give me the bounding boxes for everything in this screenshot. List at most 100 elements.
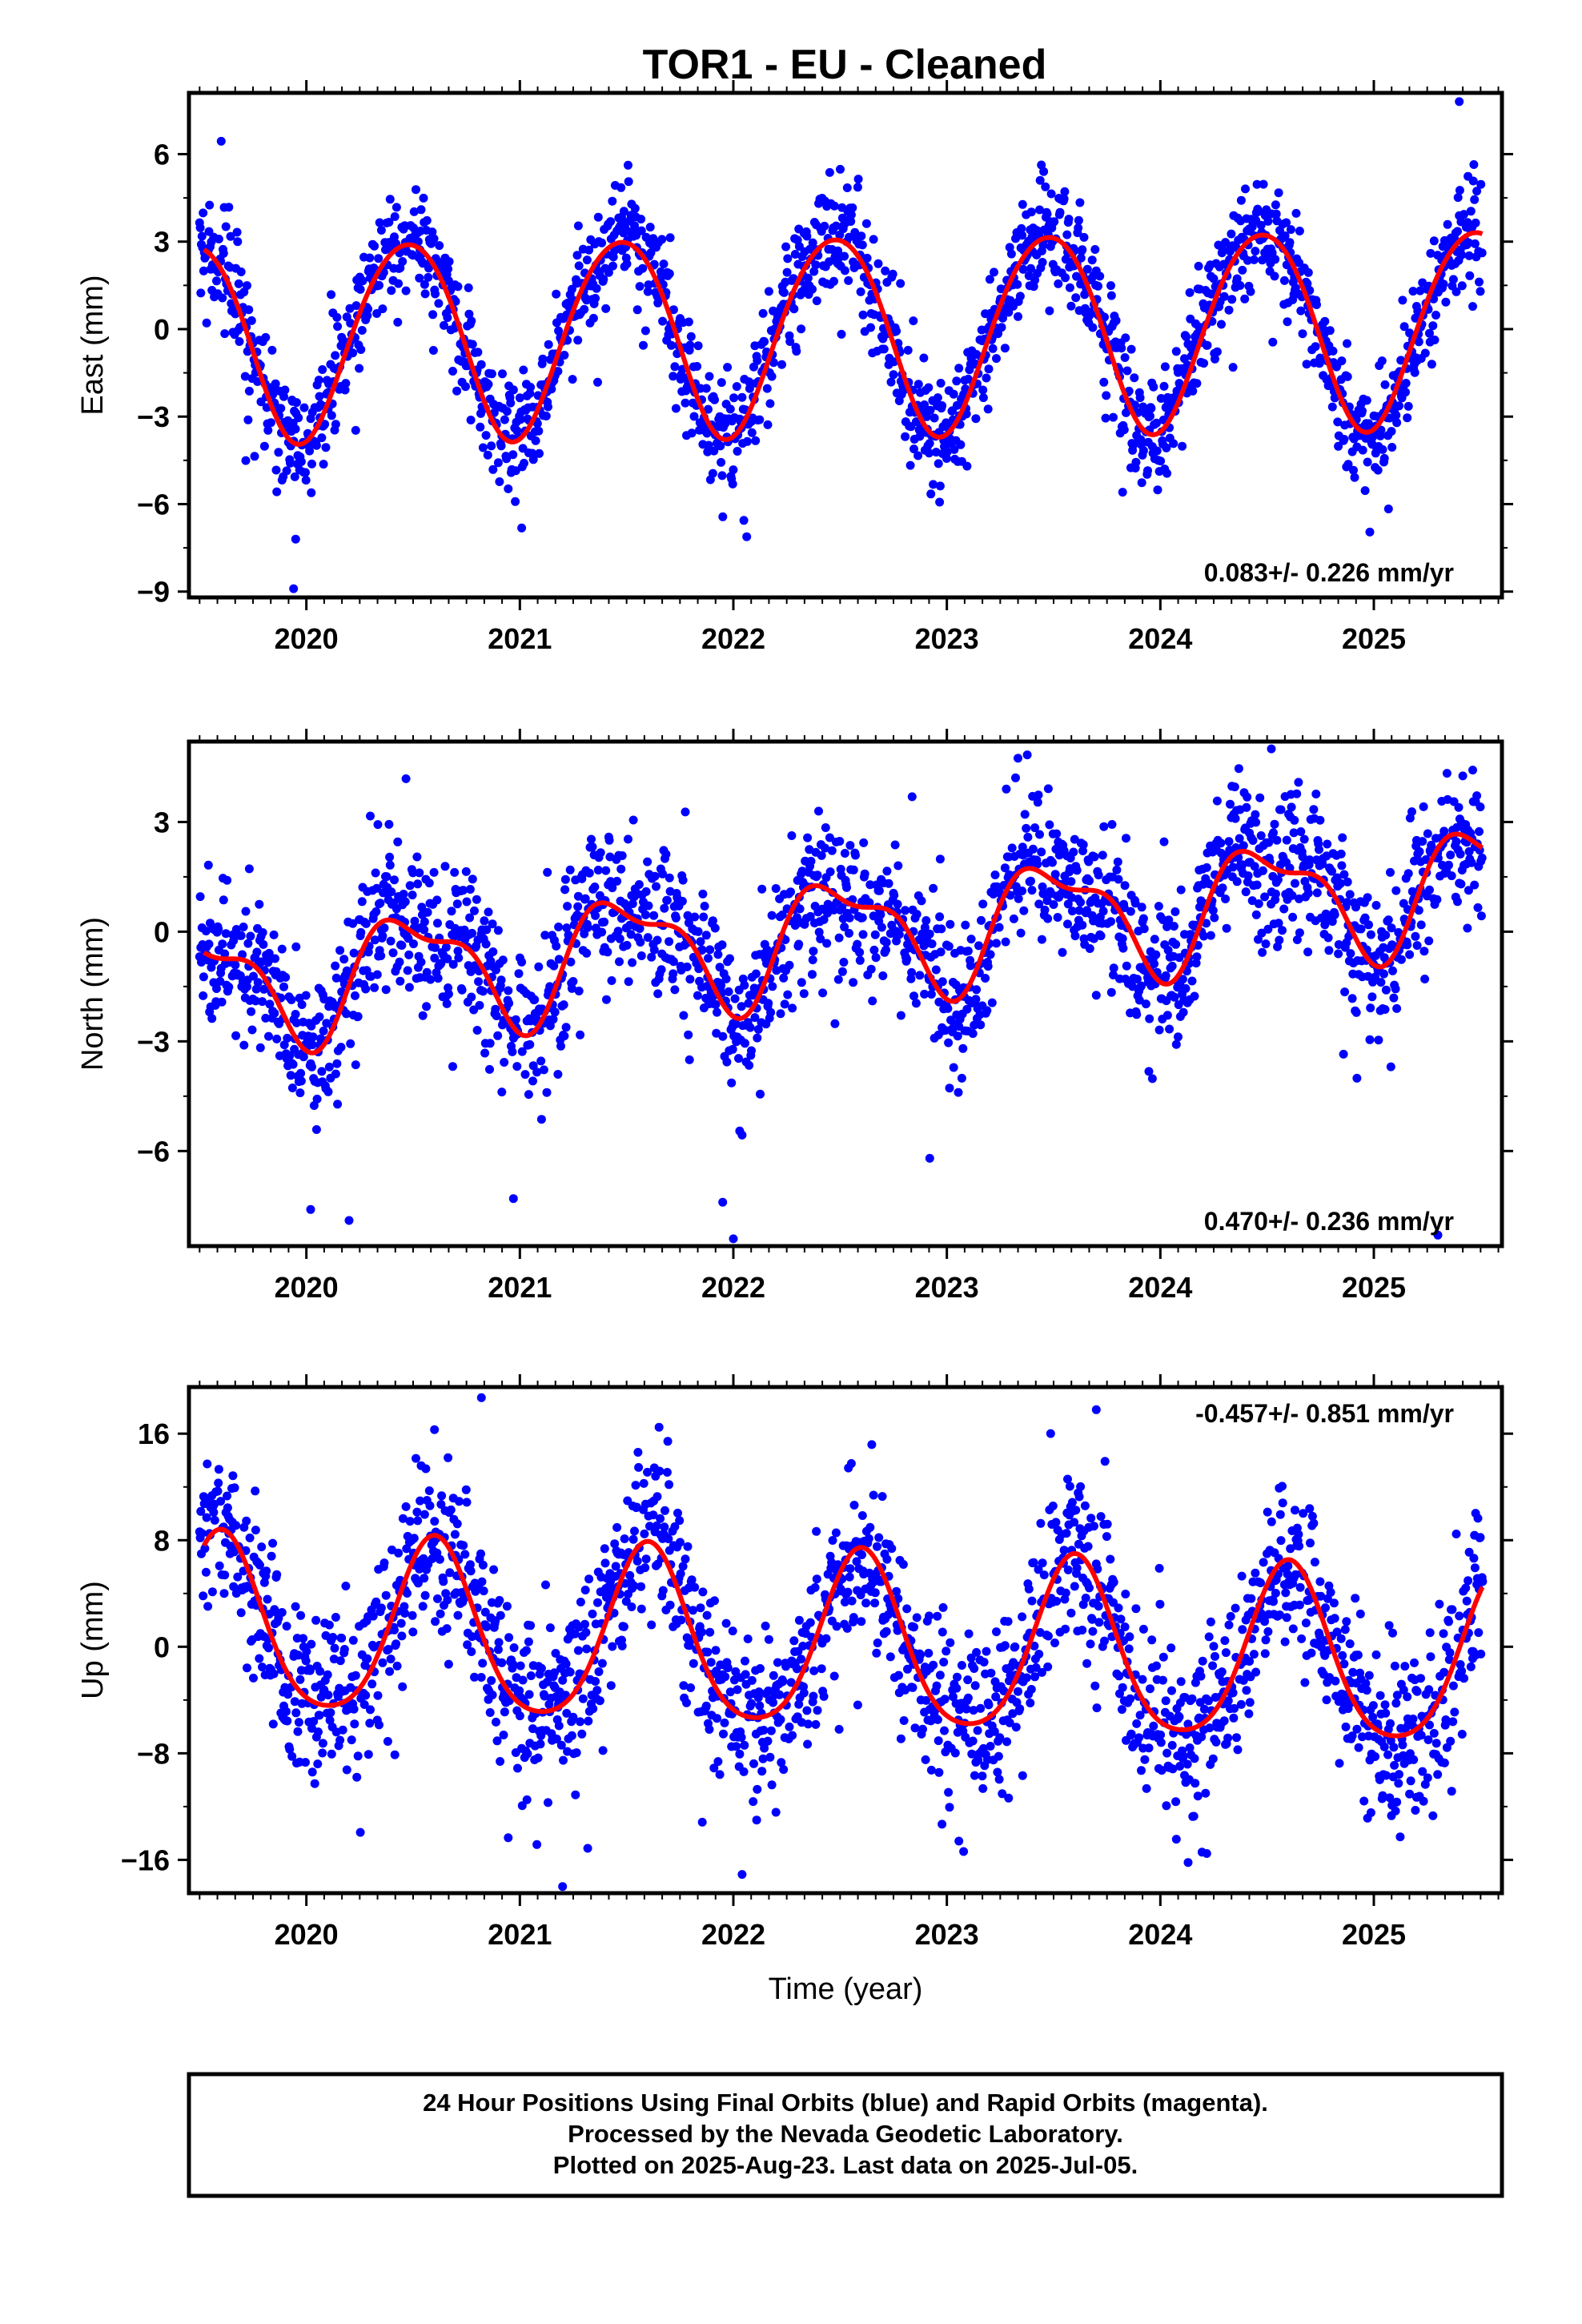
data-point xyxy=(1130,400,1139,410)
data-point xyxy=(596,848,605,858)
data-point xyxy=(1443,219,1452,229)
data-point xyxy=(971,414,981,424)
data-point xyxy=(398,1682,408,1691)
data-point xyxy=(1135,393,1145,403)
data-point xyxy=(1085,876,1094,886)
data-point xyxy=(466,416,476,424)
data-point xyxy=(271,954,279,963)
data-point xyxy=(363,1750,373,1759)
data-point xyxy=(485,1708,495,1717)
data-point xyxy=(1476,802,1485,812)
data-point xyxy=(271,465,281,475)
data-point xyxy=(508,1659,518,1669)
data-point xyxy=(335,946,345,955)
data-point xyxy=(271,379,280,388)
data-point xyxy=(314,376,323,385)
data-point xyxy=(1106,291,1116,300)
data-point xyxy=(1350,472,1359,482)
data-point xyxy=(271,967,281,976)
data-point xyxy=(1464,846,1474,856)
data-point xyxy=(788,1003,797,1013)
data-point xyxy=(318,1739,327,1748)
data-point xyxy=(461,1485,471,1494)
data-point xyxy=(1286,225,1295,235)
data-point xyxy=(203,1459,212,1469)
data-point xyxy=(687,1575,697,1585)
data-point xyxy=(861,219,871,228)
data-point xyxy=(1414,337,1423,347)
data-point xyxy=(580,894,590,903)
data-point xyxy=(231,1031,241,1040)
data-point xyxy=(216,1497,226,1506)
data-point xyxy=(525,1039,535,1049)
data-point xyxy=(1048,858,1057,867)
data-point xyxy=(399,890,408,899)
data-point xyxy=(1050,870,1060,879)
data-point xyxy=(279,392,288,401)
data-point xyxy=(1457,250,1467,259)
data-point xyxy=(361,919,371,928)
data-point xyxy=(356,927,366,937)
data-point xyxy=(1362,396,1371,405)
data-point xyxy=(1381,985,1391,995)
data-point xyxy=(574,261,584,271)
data-point xyxy=(1251,818,1261,827)
data-point xyxy=(818,988,828,998)
data-point xyxy=(874,886,884,895)
data-point xyxy=(544,1798,552,1807)
data-point xyxy=(1418,837,1427,846)
data-point xyxy=(405,881,415,891)
data-point xyxy=(765,399,775,408)
data-point xyxy=(282,1622,291,1631)
data-point xyxy=(563,902,572,911)
data-point xyxy=(560,885,570,895)
data-point xyxy=(1126,344,1136,354)
data-point xyxy=(1067,907,1077,916)
data-point xyxy=(785,960,794,970)
data-point xyxy=(584,1574,594,1584)
data-point xyxy=(431,943,440,952)
data-point xyxy=(640,1563,650,1573)
data-point xyxy=(842,183,852,192)
data-point xyxy=(372,309,382,318)
data-point xyxy=(229,1582,239,1591)
data-point xyxy=(459,886,468,895)
data-point xyxy=(755,415,765,424)
data-point xyxy=(729,465,738,475)
data-point xyxy=(576,1598,585,1606)
data-point xyxy=(400,1609,410,1618)
data-point xyxy=(385,195,395,204)
data-point xyxy=(1145,1014,1154,1023)
data-point xyxy=(733,447,742,456)
data-point xyxy=(732,382,741,392)
data-point xyxy=(534,426,544,436)
data-point xyxy=(592,283,601,293)
data-point xyxy=(272,1034,282,1043)
data-point xyxy=(374,254,383,263)
data-point xyxy=(601,304,611,313)
data-point xyxy=(492,1736,502,1746)
data-points xyxy=(195,97,1487,593)
data-point xyxy=(481,431,491,440)
data-point xyxy=(514,969,524,979)
data-point xyxy=(443,313,452,323)
data-point xyxy=(725,404,735,414)
data-point xyxy=(777,910,787,919)
data-point xyxy=(272,1570,282,1579)
data-point xyxy=(601,866,611,875)
data-point xyxy=(760,337,769,347)
data-point xyxy=(394,1548,404,1558)
data-point xyxy=(1170,907,1180,916)
data-point xyxy=(1045,306,1054,316)
x-tick-label: 2021 xyxy=(488,622,552,655)
data-point xyxy=(435,1554,444,1564)
data-point xyxy=(981,974,990,983)
data-point xyxy=(1395,401,1403,411)
data-point xyxy=(625,1570,635,1580)
data-point xyxy=(628,958,637,967)
data-point xyxy=(554,1721,564,1731)
data-point xyxy=(963,947,973,955)
data-point xyxy=(1139,924,1149,934)
data-point xyxy=(708,916,717,926)
